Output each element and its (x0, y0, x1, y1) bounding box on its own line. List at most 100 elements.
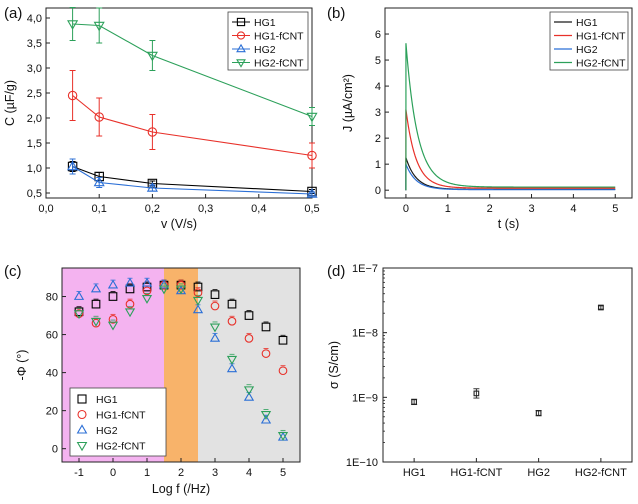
a-y-tick-label: 0,5 (27, 188, 42, 200)
c-data-point (125, 284, 135, 294)
d-x-tick-label: HG1-fCNT (450, 467, 502, 479)
d-y-tick-label: 1E−10 (346, 457, 378, 469)
b-x-axis-label: t (s) (498, 217, 520, 231)
b-x-tick-label: 1 (445, 203, 451, 215)
a-y-tick-label: 1,0 (27, 163, 42, 175)
d-y-tick-label: 1E−7 (352, 263, 378, 275)
c-legend-label: HG1-fCNT (96, 410, 146, 422)
b-x-tick-label: 0 (403, 203, 409, 215)
c-frequency-region (164, 268, 198, 462)
c-y-tick-label: 80 (46, 292, 58, 304)
a-plot-frame (45, 7, 313, 199)
a-y-tick-label: 4,0 (27, 13, 42, 25)
b-y-tick-label: 3 (375, 107, 381, 119)
a-data-point (67, 90, 78, 101)
c-legend-label: HG1 (96, 394, 118, 406)
c-data-point (260, 414, 272, 424)
c-data-point (90, 283, 102, 293)
a-data-point (146, 51, 158, 62)
a-y-tick-label: 1,5 (27, 138, 42, 150)
c-data-point (227, 299, 237, 309)
b-legend-label: HG2-fCNT (576, 58, 626, 70)
c-data-point (210, 301, 220, 311)
a-data-point (146, 182, 158, 192)
b-x-tick-label: 4 (570, 203, 576, 215)
b-series-line (405, 157, 616, 191)
c-data-point (209, 323, 221, 333)
c-x-tick-label: -1 (74, 467, 84, 479)
c-y-tick-label: 0 (52, 444, 58, 456)
b-plot-frame (384, 7, 633, 199)
a-legend-label: HG2-fCNT (254, 58, 304, 70)
a-x-tick-label: 0,2 (145, 203, 160, 215)
c-data-point (193, 282, 203, 292)
c-x-tick-label: 4 (246, 467, 252, 479)
c-legend-marker (77, 409, 87, 420)
a-x-tick-label: 0,4 (251, 203, 266, 215)
c-data-point (73, 310, 85, 320)
c-data-point (91, 299, 101, 309)
c-data-point (73, 291, 85, 300)
c-data-point (141, 295, 153, 304)
a-legend-marker (236, 59, 246, 68)
a-legend-marker (236, 43, 246, 53)
c-x-tick-label: 2 (178, 467, 184, 479)
b-legend-label: HG1-fCNT (576, 31, 626, 43)
d-x-tick-label: HG2-fCNT (575, 467, 627, 479)
c-data-point (244, 334, 254, 343)
c-x-axis-label: Log f (/Hz) (152, 482, 210, 496)
c-x-tick-label: 3 (212, 467, 218, 479)
c-data-point (125, 299, 135, 309)
chart-panel-c: -1 0 1 2 3 4 5 0 20 40 60 80 Log f (/Hz) -Φ (°) HG1 HG1… (15, 267, 301, 496)
c-data-point (243, 386, 255, 396)
b-y-tick-label: 4 (375, 81, 381, 93)
b-series-line (405, 109, 616, 191)
c-data-point (158, 285, 170, 295)
b-y-tick-label: 6 (375, 29, 381, 41)
a-x-axis-label: v (V/s) (161, 217, 197, 231)
a-data-point (307, 150, 317, 161)
c-y-tick-label: 20 (46, 406, 58, 418)
b-x-tick-label: 5 (612, 203, 618, 215)
panel-label-c: (c) (4, 263, 22, 280)
a-y-tick-label: 2,0 (27, 113, 42, 125)
c-data-point (209, 332, 221, 342)
d-data-point (473, 390, 480, 397)
c-x-tick-label: 1 (144, 467, 150, 479)
a-x-tick-label: 0,5 (304, 203, 319, 215)
a-data-point (147, 127, 158, 137)
a-y-tick-label: 3,0 (27, 63, 42, 75)
c-data-point (226, 355, 238, 365)
c-data-point (108, 315, 118, 324)
b-y-tick-label: 5 (375, 55, 381, 67)
panel-label-d: (d) (327, 263, 345, 280)
c-x-tick-label: 5 (280, 467, 286, 479)
c-data-point (192, 304, 204, 314)
c-data-point (142, 282, 152, 292)
c-legend-label: HG2 (96, 425, 118, 437)
b-y-tick-label: 0 (375, 185, 381, 197)
a-data-point (67, 160, 79, 171)
c-data-point (261, 322, 271, 332)
a-y-tick-label: 3,5 (27, 38, 42, 50)
c-data-point (124, 308, 136, 318)
d-y-axis-label: σ (S/cm) (327, 341, 341, 389)
c-legend-marker (77, 394, 87, 404)
c-data-point (142, 286, 152, 296)
d-data-point (411, 399, 417, 405)
d-y-tick-label: 1E−8 (352, 328, 378, 340)
b-legend-label: HG2 (576, 44, 598, 56)
c-data-point (278, 366, 288, 376)
panel-label-b: (b) (327, 5, 345, 22)
panel-label-a: (a) (4, 5, 22, 22)
c-data-point (141, 277, 153, 287)
c-data-point (107, 321, 119, 331)
a-y-axis-label: C (µF/g) (3, 80, 17, 126)
c-data-point (91, 318, 101, 328)
d-y-tick-label: 1E−9 (352, 392, 378, 404)
a-x-tick-label: 0,1 (92, 203, 107, 215)
c-data-point (261, 349, 271, 358)
c-data-point (243, 391, 255, 401)
